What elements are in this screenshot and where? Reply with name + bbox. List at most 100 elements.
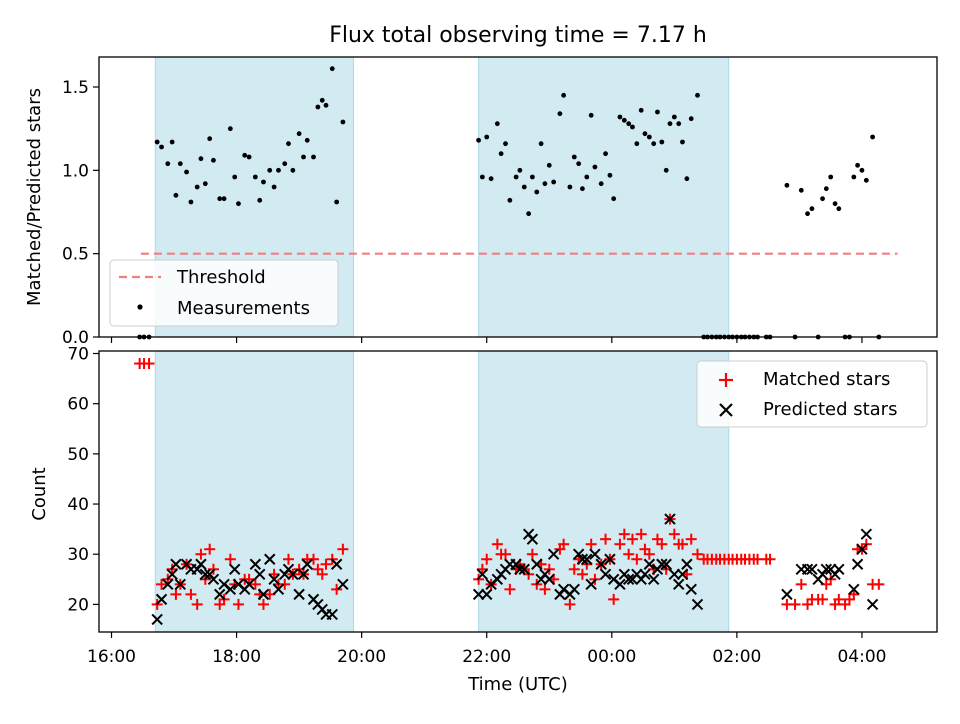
predicted-star-point <box>472 588 485 601</box>
measurement-point <box>828 174 834 180</box>
predicted-star-stroke-b <box>301 558 313 570</box>
legend-predicted-label: Predicted stars <box>763 399 897 420</box>
matched-star-point <box>232 598 244 610</box>
measurement-point <box>267 167 273 173</box>
predicted-star-point <box>301 558 313 570</box>
predicted-star-stroke-b <box>155 593 168 606</box>
predicted-star-point <box>326 608 338 621</box>
measurement-point <box>832 201 838 207</box>
y-tick-label: 1.5 <box>62 78 89 98</box>
predicted-star-stroke-b <box>595 558 607 570</box>
top-y-axis-label: Matched/Predicted stars <box>24 88 45 306</box>
measurement-point <box>542 181 548 187</box>
matched-star-point <box>635 528 647 540</box>
measurement-point <box>823 186 829 192</box>
predicted-star-point <box>681 558 693 570</box>
measurement-point <box>517 167 523 173</box>
measurement-point <box>232 174 238 180</box>
matched-star-point <box>204 543 216 555</box>
x-tick-label: 18:00 <box>212 647 261 667</box>
predicted-star-stroke-b <box>531 558 543 570</box>
measurement-point <box>859 167 865 173</box>
matched-star-point <box>320 558 332 570</box>
y-tick-label: 20 <box>67 595 89 615</box>
chart-title: Flux total observing time = 7.17 h <box>329 23 707 48</box>
measurement-point <box>340 119 346 125</box>
measurement-point <box>221 196 227 202</box>
predicted-star-stroke-b <box>287 568 299 581</box>
measurement-point <box>498 151 504 157</box>
measurement-point <box>855 162 860 168</box>
measurement-point <box>870 134 875 140</box>
predicted-star-point <box>228 563 241 575</box>
predicted-star-point <box>330 558 343 570</box>
predicted-star-point <box>576 553 589 565</box>
predicted-star-point <box>224 583 237 596</box>
predicted-star-stroke-b <box>268 573 280 586</box>
bottom-panel: 20 30 40 50 60 70 16:00 18:00 20:00 22:00 00:00 02… <box>29 345 938 695</box>
x-tick-label: 16:00 <box>87 647 136 667</box>
measurement-point <box>557 111 563 117</box>
measurement-point <box>684 176 690 182</box>
legend-measurements-swatch <box>137 304 143 310</box>
measurement-point <box>311 154 316 160</box>
predicted-star-stroke-b <box>224 583 237 596</box>
matched-star-point <box>156 578 168 590</box>
matched-star-point <box>614 538 626 550</box>
measurement-point <box>561 92 567 98</box>
legend-matched-label: Matched stars <box>763 369 890 390</box>
predicted-star-stroke-b <box>607 573 620 586</box>
predicted-star-stroke-b <box>856 543 868 555</box>
predicted-star-point <box>297 568 310 581</box>
top-plot-frame <box>98 56 938 338</box>
predicted-star-point <box>685 583 697 596</box>
predicted-star-point <box>676 568 689 581</box>
predicted-star-stroke-b <box>476 568 489 581</box>
measurement-point <box>798 187 804 193</box>
matched-star-point <box>539 583 551 595</box>
predicted-star-point <box>660 558 672 570</box>
predicted-star-point <box>481 588 493 601</box>
predicted-star-point <box>691 598 704 611</box>
y-tick-label: 50 <box>67 445 89 465</box>
predicted-star-point <box>254 568 266 581</box>
x-tick-label: 02:00 <box>712 647 761 667</box>
matched-star-point <box>331 583 343 595</box>
measurement-point <box>227 126 233 132</box>
bottom-plot-frame <box>98 350 938 633</box>
measurement-point <box>507 197 513 203</box>
bottom-y-ticks: 20 30 40 50 60 70 <box>67 345 99 615</box>
predicted-star-point <box>668 568 681 581</box>
matched-star-point <box>764 553 776 565</box>
top-y-ticks: 0.0 0.5 1.0 1.5 <box>62 78 99 348</box>
predicted-star-point <box>207 573 220 586</box>
measurement-point <box>202 181 208 187</box>
measurement-point <box>207 136 213 142</box>
measurement-point <box>534 189 540 195</box>
matched-star-point <box>623 548 635 560</box>
predicted-star-point <box>585 578 597 591</box>
predicted-star-stroke-b <box>264 553 276 565</box>
measurement-point <box>521 184 527 190</box>
predicted-star-stroke-b <box>170 558 182 570</box>
y-tick-label: 60 <box>67 395 89 415</box>
measurement-point <box>304 137 310 143</box>
predicted-star-point <box>155 593 168 606</box>
predicted-star-stroke-b <box>860 528 873 540</box>
measurement-point <box>184 169 189 175</box>
matched-star-point <box>195 548 207 560</box>
matched-star-point <box>685 533 697 545</box>
measurement-point <box>177 161 183 167</box>
measurement-point <box>334 199 340 205</box>
matched-star-point <box>249 578 261 590</box>
predicted-star-point <box>293 588 305 601</box>
predicted-star-stroke-b <box>576 553 589 565</box>
measurement-point <box>667 121 673 127</box>
matched-star-point <box>282 553 294 565</box>
matched-star-point <box>795 578 807 590</box>
measurement-point <box>513 174 519 180</box>
matched-star-point <box>526 548 538 560</box>
predicted-star-point <box>264 553 276 565</box>
measurement-point <box>576 161 582 167</box>
matched-star-point <box>170 588 182 600</box>
